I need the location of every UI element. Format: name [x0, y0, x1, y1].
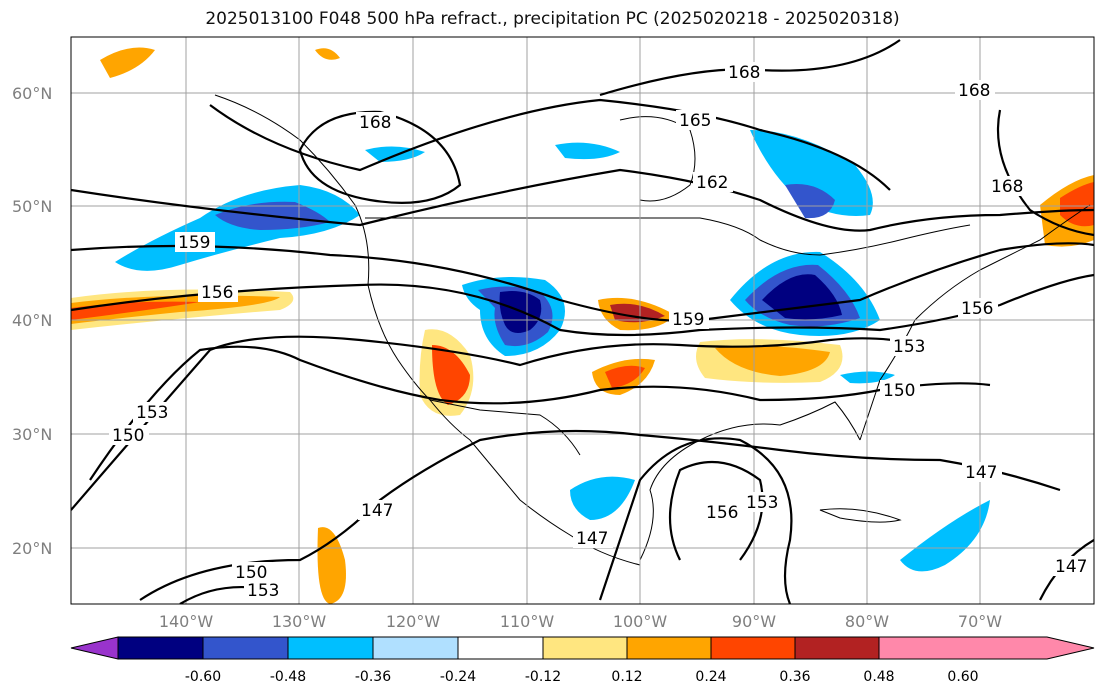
contour-label: 156 — [706, 503, 738, 523]
contour-label: 168 — [728, 63, 760, 83]
lat-label: 40°N — [12, 311, 52, 330]
anomaly-pacific-positive-south — [317, 527, 346, 604]
colorbar-segment-3 — [287, 636, 374, 660]
contour-label: 147 — [1055, 557, 1087, 577]
lat-label: 30°N — [12, 425, 52, 444]
colorbar-tick-label: -0.48 — [270, 669, 306, 685]
anomaly-hudson-negative — [555, 142, 620, 160]
contour-label: 159 — [178, 233, 210, 253]
colorbar-segment-2 — [202, 636, 289, 660]
colorbar-segment-7 — [626, 636, 712, 660]
latitude-labels: 60°N 50°N 40°N 30°N 20°N — [12, 84, 52, 558]
anomaly-texas-core — [605, 365, 645, 388]
contour-label: 153 — [136, 403, 168, 423]
coastline-west — [214, 94, 641, 566]
contour-156-south — [668, 460, 764, 561]
contour-label: 150 — [112, 426, 144, 446]
contour-label: 153 — [893, 337, 925, 357]
anomaly-southeast-core — [715, 345, 830, 376]
contour-label: 156 — [201, 283, 233, 303]
colorbar-segment-1 — [117, 636, 204, 660]
lon-label: 140°W — [159, 612, 214, 631]
anomaly-pacific-negative — [115, 185, 360, 271]
colorbar-segment-8 — [710, 636, 796, 660]
lon-label: 90°W — [732, 612, 776, 631]
contour-label: 162 — [696, 173, 728, 193]
anomaly-quebec-core — [785, 184, 835, 219]
contour-147 — [139, 429, 1061, 601]
colorbar-tick-label: 0.60 — [947, 669, 978, 685]
contour-159 — [71, 242, 1094, 322]
colorbar-tick-label: -0.12 — [525, 669, 561, 685]
colorbar-tick-label: -0.24 — [440, 669, 476, 685]
contour-label: 150 — [883, 381, 915, 401]
colorbar-tick-label: 0.48 — [863, 669, 894, 685]
map-frame — [70, 36, 1095, 605]
coastline-cuba — [819, 508, 902, 523]
colorbar-tick-label: -0.60 — [185, 669, 221, 685]
map-title: 2025013100 F048 500 hPa refract., precip… — [205, 9, 900, 29]
contour-label: 147 — [361, 501, 393, 521]
anomaly-sw-positive-core — [432, 345, 470, 405]
anomaly-alaska-positive — [100, 47, 155, 78]
colorbar-segment-10 — [878, 636, 1095, 660]
lon-label: 130°W — [272, 612, 327, 631]
border-us-canada — [365, 217, 971, 256]
lon-label: 70°W — [958, 612, 1002, 631]
longitude-labels: 140°W 130°W 120°W 110°W 100°W 90°W 80°W … — [159, 612, 1002, 631]
colorbar-segment-6 — [542, 636, 628, 660]
contour-label-group: 168 168 165 162 168 168 159 156 159 156 … — [109, 62, 1092, 601]
border-us-mexico — [429, 399, 581, 456]
colorbar-tick-label: 0.24 — [695, 669, 726, 685]
contour-label: 153 — [746, 493, 778, 513]
lon-label: 100°W — [613, 612, 668, 631]
precip-shading — [71, 47, 1094, 604]
colorbar-segment-9 — [794, 636, 880, 660]
lon-label: 110°W — [500, 612, 555, 631]
contour-153-a — [71, 335, 921, 511]
contour-label: 168 — [958, 81, 990, 101]
anomaly-quebec-negative — [750, 130, 873, 216]
anomaly-mexico-negative — [570, 476, 635, 520]
coastline-gulf — [639, 401, 861, 561]
colorbar-tick-label: 0.36 — [779, 669, 810, 685]
lat-label: 50°N — [12, 197, 52, 216]
contour-label: 156 — [961, 299, 993, 319]
anomaly-kansas-core — [610, 303, 665, 323]
colorbar-ticks: -0.60 -0.48 -0.36 -0.24 -0.12 0.12 0.24 … — [185, 669, 979, 685]
contour-165 — [209, 98, 891, 191]
lon-label: 120°W — [386, 612, 441, 631]
contour-label: 165 — [679, 111, 711, 131]
contour-label: 168 — [991, 177, 1023, 197]
contour-label: 150 — [235, 563, 267, 583]
anomaly-yukon-positive — [315, 48, 340, 60]
contour-label: 168 — [359, 113, 391, 133]
anomaly-ab-negative — [365, 146, 425, 162]
anomaly-caribbean-negative — [900, 500, 990, 572]
contour-153-south — [598, 437, 793, 604]
anomaly-atlantic-core — [1060, 182, 1094, 227]
colorbar-tick-label: -0.36 — [355, 669, 391, 685]
contour-label: 159 — [672, 310, 704, 330]
contour-168-loop — [298, 110, 462, 204]
contour-168-east — [996, 109, 1094, 237]
colorbar-segment-0 — [70, 636, 119, 660]
contour-label: 153 — [247, 581, 279, 601]
refractivity-contours — [71, 39, 1094, 604]
contour-label: 147 — [965, 463, 997, 483]
lat-label: 60°N — [12, 84, 52, 103]
colorbar-tick-label: 0.12 — [611, 669, 642, 685]
coastline-east — [859, 204, 1091, 441]
coastlines — [214, 94, 1091, 566]
lat-label: 20°N — [12, 539, 52, 558]
lon-label: 80°W — [845, 612, 889, 631]
contour-label: 147 — [576, 529, 608, 549]
colorbar — [70, 636, 1095, 660]
colorbar-segment-5 — [457, 636, 544, 660]
colorbar-segment-4 — [372, 636, 459, 660]
contour-150 — [89, 345, 991, 481]
coastline-hudson — [619, 116, 696, 202]
anomaly-lakes-core — [762, 274, 842, 320]
